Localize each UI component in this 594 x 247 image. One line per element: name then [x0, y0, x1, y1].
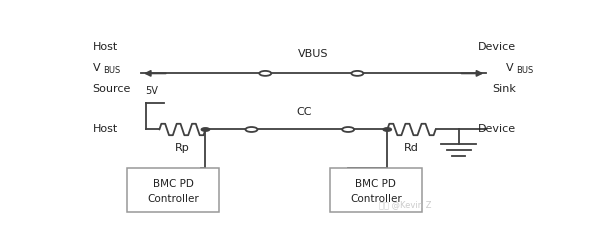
- Text: Controller: Controller: [350, 194, 402, 204]
- Circle shape: [342, 127, 354, 132]
- Text: V: V: [506, 63, 514, 73]
- Text: Device: Device: [478, 42, 516, 52]
- Circle shape: [383, 128, 391, 131]
- Text: 知乎 @Kevin Z: 知乎 @Kevin Z: [380, 200, 432, 209]
- Circle shape: [245, 127, 257, 132]
- FancyBboxPatch shape: [127, 168, 219, 212]
- Text: Host: Host: [93, 42, 118, 52]
- Text: V: V: [93, 63, 100, 73]
- Circle shape: [201, 128, 210, 131]
- Text: Host: Host: [93, 124, 118, 134]
- Text: BMC PD: BMC PD: [355, 179, 396, 189]
- Text: Source: Source: [93, 83, 131, 94]
- Text: Device: Device: [478, 124, 516, 134]
- Text: Rp: Rp: [175, 143, 190, 153]
- Text: Sink: Sink: [492, 83, 516, 94]
- Circle shape: [260, 71, 271, 76]
- Text: 5V: 5V: [145, 85, 157, 96]
- Circle shape: [352, 71, 364, 76]
- FancyBboxPatch shape: [330, 168, 422, 212]
- Text: BUS: BUS: [103, 66, 120, 75]
- Text: BUS: BUS: [516, 66, 533, 75]
- Text: BMC PD: BMC PD: [153, 179, 194, 189]
- Text: Controller: Controller: [147, 194, 199, 204]
- Text: Rd: Rd: [404, 143, 419, 153]
- Text: CC: CC: [296, 107, 312, 117]
- Text: VBUS: VBUS: [298, 49, 329, 59]
